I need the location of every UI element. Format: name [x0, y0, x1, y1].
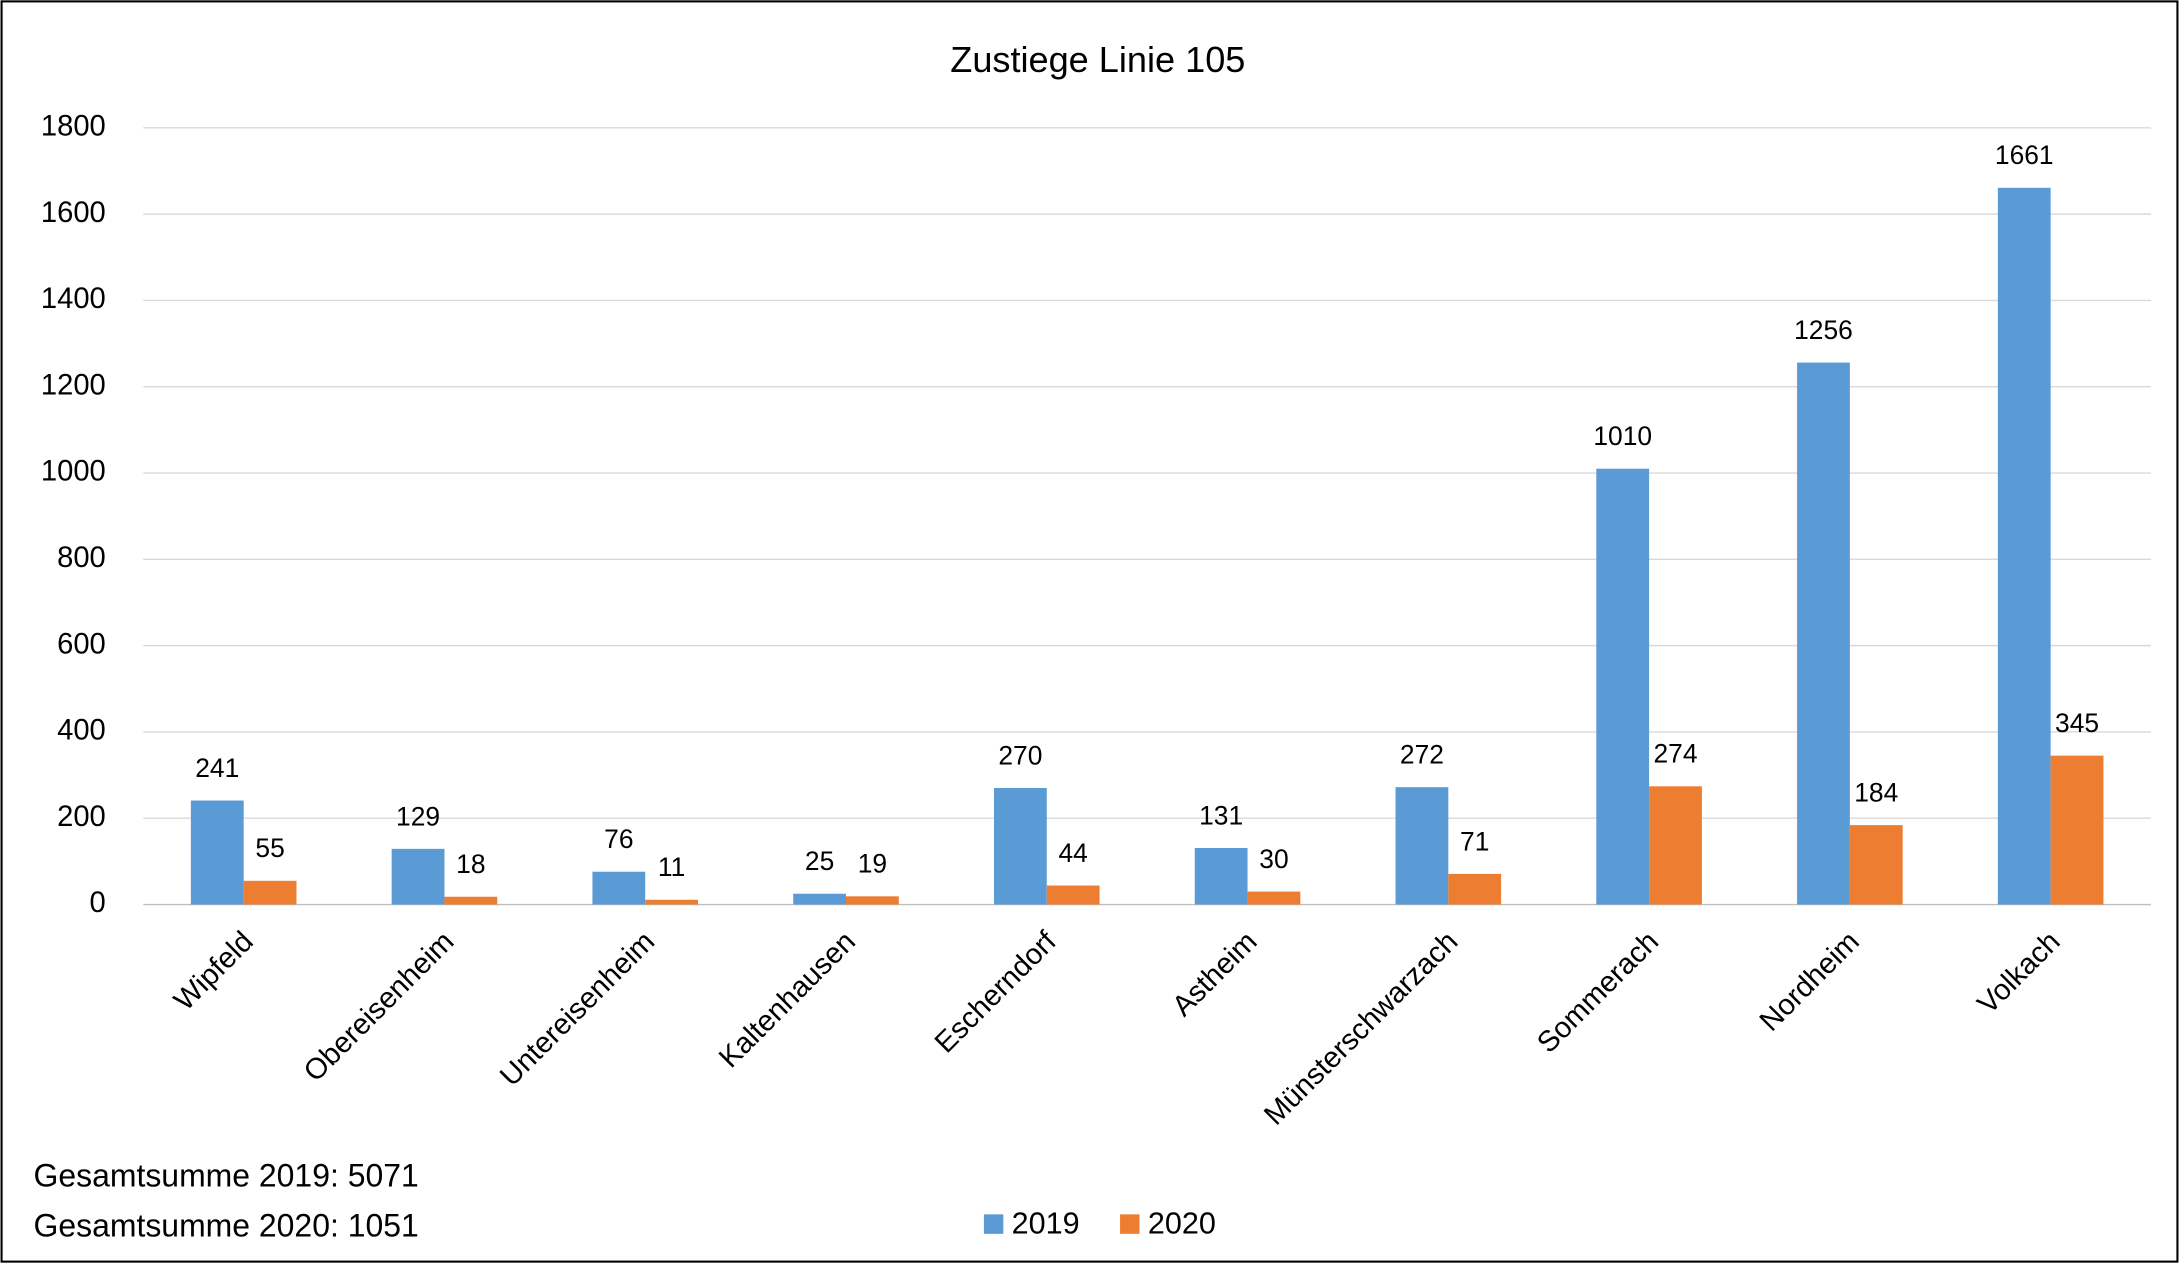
- data-label: 241: [195, 753, 239, 783]
- annotation: Gesamtsumme 2019: 5071: [34, 1158, 419, 1194]
- y-tick-label: 600: [57, 628, 106, 660]
- bar: [2050, 755, 2104, 905]
- data-label: 55: [255, 833, 284, 863]
- data-label: 274: [1653, 739, 1697, 769]
- data-label: 71: [1460, 826, 1489, 856]
- bar: [1046, 885, 1100, 905]
- chart-title: Zustiege Linie 105: [950, 39, 1245, 80]
- bar: [592, 871, 646, 905]
- legend-swatch: [1120, 1214, 1140, 1234]
- bar: [993, 788, 1047, 905]
- y-tick-label: 400: [57, 715, 106, 747]
- bar: [1247, 891, 1301, 905]
- data-label: 25: [805, 846, 834, 876]
- bar: [1395, 787, 1449, 905]
- bar: [243, 880, 297, 905]
- y-tick-label: 1600: [41, 197, 106, 229]
- y-tick-label: 1000: [41, 456, 106, 488]
- y-tick-label: 1400: [41, 283, 106, 315]
- data-label: 18: [456, 849, 485, 879]
- data-label: 44: [1059, 838, 1088, 868]
- bar: [645, 899, 699, 905]
- bar: [1649, 786, 1702, 905]
- bar: [1194, 847, 1248, 905]
- annotation: Gesamtsumme 2020: 1051: [34, 1208, 419, 1244]
- bar: [1596, 468, 1650, 905]
- data-label: 272: [1400, 740, 1444, 770]
- bar: [190, 800, 244, 905]
- legend-label: 2019: [1012, 1207, 1080, 1241]
- data-label: 19: [858, 849, 887, 879]
- data-label: 184: [1854, 778, 1898, 808]
- data-label: 1256: [1794, 315, 1853, 345]
- data-label: 131: [1199, 800, 1243, 830]
- y-tick-label: 200: [57, 801, 106, 833]
- bar: [846, 896, 899, 905]
- bar: [1448, 873, 1502, 905]
- data-label: 30: [1259, 844, 1288, 874]
- bar: [793, 893, 847, 905]
- y-tick-label: 1800: [41, 111, 106, 143]
- data-label: 11: [658, 852, 685, 882]
- bar: [444, 896, 498, 905]
- legend-label: 2020: [1148, 1207, 1216, 1241]
- data-label: 270: [998, 740, 1042, 770]
- bar: [391, 848, 445, 905]
- bar: [1997, 187, 2051, 905]
- y-tick-label: 1200: [41, 369, 106, 401]
- bar: [1849, 825, 1903, 905]
- legend-swatch: [983, 1214, 1004, 1234]
- bar: [1797, 362, 1850, 905]
- data-label: 76: [604, 824, 633, 854]
- data-label: 1010: [1593, 421, 1652, 451]
- y-tick-label: 800: [57, 542, 106, 574]
- y-tick-label: 0: [90, 887, 106, 919]
- data-label: 345: [2055, 708, 2099, 738]
- data-label: 129: [396, 801, 440, 831]
- data-label: 1661: [1995, 140, 2054, 170]
